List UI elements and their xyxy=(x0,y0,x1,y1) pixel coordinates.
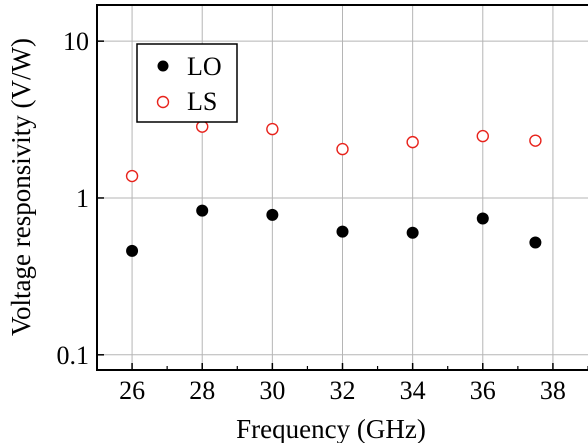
x-tick-label: 38 xyxy=(540,376,566,405)
data-point-ls xyxy=(196,120,209,133)
legend-box xyxy=(136,43,238,123)
legend: LO LS xyxy=(136,43,238,123)
y-tick-label: 0.1 xyxy=(57,341,90,370)
data-point-ls xyxy=(529,134,542,147)
data-series xyxy=(125,120,542,257)
legend-marker-lo xyxy=(157,60,169,72)
x-tick-label: 32 xyxy=(330,376,356,405)
data-point-lo xyxy=(406,226,419,239)
data-point-lo xyxy=(266,208,279,221)
series-lo xyxy=(126,204,542,257)
x-tick-label: 30 xyxy=(259,376,285,405)
x-tick-label: 36 xyxy=(470,376,496,405)
axis-ticks: 26 28 30 32 34 36 38 0.1 1 10 xyxy=(57,27,588,405)
data-point-lo xyxy=(336,225,349,238)
legend-label-ls: LS xyxy=(187,87,217,116)
series-ls xyxy=(125,120,542,183)
data-point-lo xyxy=(196,204,209,217)
data-point-ls xyxy=(336,142,349,156)
data-point-ls xyxy=(266,122,279,136)
legend-label-lo: LO xyxy=(187,52,222,81)
data-point-ls xyxy=(476,129,489,143)
y-tick-label: 1 xyxy=(76,184,89,213)
data-point-ls xyxy=(125,169,139,183)
x-tick-label: 34 xyxy=(400,376,426,405)
data-point-ls xyxy=(406,135,419,149)
legend-marker-ls xyxy=(156,95,170,109)
x-tick-label: 26 xyxy=(119,376,145,405)
data-point-lo xyxy=(529,236,542,249)
x-axis-title: Frequency (GHz) xyxy=(236,414,426,443)
data-point-lo xyxy=(476,212,489,225)
x-tick-label: 28 xyxy=(189,376,215,405)
y-axis-title: Voltage responsivity (V/W) xyxy=(6,38,36,336)
data-point-lo xyxy=(126,244,139,257)
plot-frame xyxy=(96,4,588,371)
y-tick-label: 10 xyxy=(63,27,89,56)
